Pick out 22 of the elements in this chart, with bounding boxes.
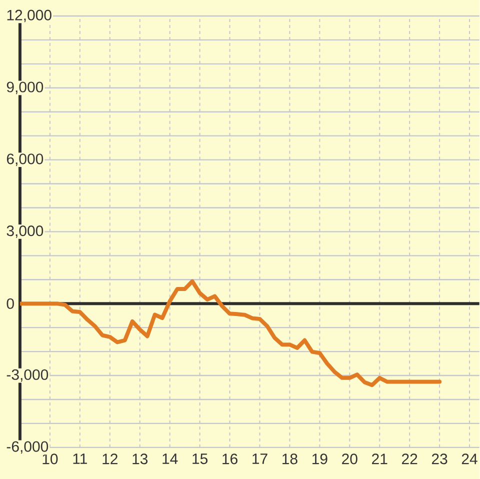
y-tick-label: -3,000 — [6, 369, 48, 382]
x-tick-label: 23 — [432, 453, 448, 464]
x-tick-label: 11 — [73, 453, 87, 464]
y-tick-label: 6,000 — [6, 153, 44, 166]
x-tick-label: 14 — [162, 453, 178, 464]
x-tick-label: 10 — [42, 453, 58, 464]
x-tick-label: 21 — [372, 453, 388, 464]
x-tick-label: 18 — [282, 453, 298, 464]
x-tick-label: 16 — [222, 453, 238, 464]
x-tick-label: 13 — [132, 453, 148, 464]
y-tick-label: -6,000 — [6, 441, 48, 454]
y-tick-label: 12,000 — [7, 10, 52, 22]
x-tick-label: 22 — [402, 453, 418, 464]
y-tick-label: 0 — [6, 298, 14, 309]
x-tick-label: 12 — [102, 453, 118, 464]
x-tick-label: 17 — [252, 453, 268, 464]
x-tick-label: 15 — [192, 453, 208, 464]
x-tick-label: 19 — [312, 453, 328, 464]
y-tick-label: 3,000 — [6, 225, 44, 238]
x-tick-label: 24 — [462, 453, 478, 464]
x-tick-label: 20 — [342, 453, 358, 464]
y-tick-label: 9,000 — [6, 82, 44, 94]
